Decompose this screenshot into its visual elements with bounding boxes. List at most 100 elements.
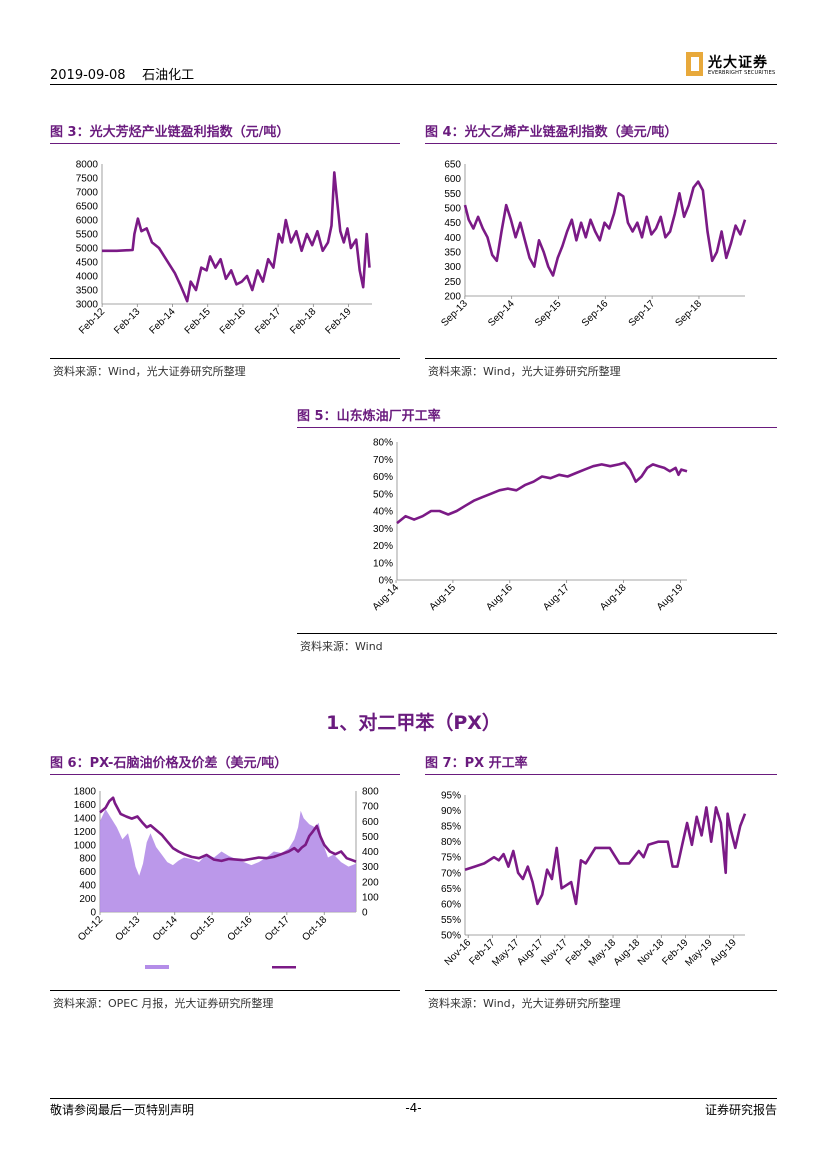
logo-en: EVERBRIGHT SECURITIES (708, 70, 776, 76)
x-tick-label: May-19 (683, 937, 715, 969)
y-tick-label: 800 (79, 854, 96, 865)
y-tick-label: 85% (441, 822, 461, 833)
y-tick-label: 7000 (76, 188, 99, 199)
y-tick-label: 8000 (76, 160, 99, 171)
y-tick-label: 600 (79, 867, 96, 878)
y-tick-label: 500 (444, 204, 461, 215)
x-tick-label: Aug-17 (541, 582, 572, 613)
y-tick-label: 60% (441, 899, 461, 910)
fig5-bottom-rule (297, 633, 777, 634)
x-tick-label: Sep-17 (627, 298, 658, 329)
fig3-chart: 8000 7500 7000 6500 6000 5500 5000 4500 4000 3500… (76, 160, 372, 337)
x-tick-label: Aug-14 (371, 582, 402, 613)
x-tick-label: May-18 (587, 937, 619, 969)
y-tick-label: 0% (379, 576, 394, 587)
y-tick-label: 50% (441, 931, 461, 942)
y-tick-label: 1600 (74, 800, 97, 811)
logo-cn: 光大证券 (708, 55, 768, 71)
y-tick-label: 5500 (76, 230, 99, 241)
y-tick-label: 250 (444, 277, 461, 288)
x-tick-label: Nov-18 (636, 937, 667, 968)
header-category: 石油化工 (142, 68, 195, 83)
x-tick-label: Sep-18 (673, 298, 704, 329)
y-tick-label: 350 (444, 248, 461, 259)
x-tick-label: May-17 (490, 937, 522, 969)
y2-tick-label: 300 (362, 862, 379, 873)
y-tick-label: 10% (373, 558, 393, 569)
fig5-title: 图 5：山东炼油厂开工率 (297, 409, 441, 424)
footer-report-type: 证券研究报告 (704, 1103, 777, 1117)
y2-tick-label: 800 (362, 787, 379, 798)
fig7-chart: 95%90%85%80%75%70%65%60%55%50%Nov-16Feb-… (441, 791, 747, 969)
fig5-source: 资料来源：Wind (300, 640, 383, 653)
x-tick-label: Feb-15 (183, 306, 213, 336)
y-tick-label: 55% (441, 915, 461, 926)
y2-tick-label: 400 (362, 847, 379, 858)
header-rule (50, 84, 777, 85)
y-tick-label: 40% (373, 507, 393, 518)
fig4-title: 图 4：光大乙烯产业链盈利指数（美元/吨） (425, 125, 678, 140)
y-tick-label: 70% (441, 868, 461, 879)
x-tick-label: Aug-18 (598, 582, 629, 613)
fig3-bottom-rule (50, 358, 400, 359)
x-tick-label: Feb-14 (147, 306, 177, 336)
y-tick-label: 95% (441, 791, 461, 802)
series-line-0 (463, 180, 747, 277)
y2-tick-label: 600 (362, 817, 379, 828)
y-tick-label: 6500 (76, 202, 99, 213)
y-tick-label: 80% (441, 837, 461, 848)
x-tick-label: Sep-15 (533, 298, 564, 329)
x-tick-label: Oct-13 (113, 914, 142, 943)
y-tick-label: 600 (444, 174, 461, 185)
y-tick-label: 650 (444, 160, 461, 171)
fig3-source: 资料来源：Wind，光大证券研究所整理 (53, 365, 246, 378)
y-tick-label: 20% (373, 541, 393, 552)
y-tick-label: 3500 (76, 286, 99, 297)
x-tick-label: Oct-15 (188, 914, 217, 943)
fig6-source: 资料来源：OPEC 月报，光大证券研究所整理 (53, 997, 274, 1010)
x-tick-label: Aug-16 (484, 582, 515, 613)
fig3-title: 图 3：光大芳烃产业链盈利指数（元/吨） (50, 125, 290, 140)
fig7-source: 资料来源：Wind，光大证券研究所整理 (428, 997, 621, 1010)
footer-rule (50, 1098, 777, 1099)
y-tick-label: 400 (444, 233, 461, 244)
x-tick-label: Feb-13 (112, 306, 142, 336)
x-tick-label: Aug-15 (427, 582, 458, 613)
y-tick-label: 450 (444, 218, 461, 229)
fig4-top-rule (425, 143, 777, 144)
y-tick-label: 75% (441, 853, 461, 864)
fig6-chart: 1800160014001200100080060040020008007006… (74, 787, 379, 969)
legend-swatch-line (272, 966, 296, 969)
series-area (100, 809, 356, 912)
footer-disclaimer: 敬请参阅最后一页特别声明 (50, 1103, 195, 1117)
y-tick-label: 70% (373, 455, 393, 466)
y-tick-label: 300 (444, 262, 461, 273)
x-tick-label: Oct-17 (263, 914, 292, 943)
y-tick-label: 60% (373, 472, 393, 483)
y-tick-label: 50% (373, 489, 393, 500)
series-line-0 (396, 461, 688, 525)
x-tick-label: Oct-18 (300, 914, 329, 943)
fig5-chart: 80% 70% 60% 50% 40% 30% 20% 10% 0%Aug-14 Aug-15 Au… (371, 438, 688, 613)
fig3-top-rule (50, 143, 400, 144)
y-tick-label: 30% (373, 524, 393, 535)
x-tick-label: Feb-19 (323, 306, 353, 336)
y2-tick-label: 500 (362, 832, 379, 843)
fig6-bottom-rule (50, 990, 400, 991)
fig7-top-rule (425, 774, 777, 775)
series-line-0 (102, 171, 371, 303)
y-tick-label: 4500 (76, 258, 99, 269)
y-tick-label: 550 (444, 189, 461, 200)
fig4-bottom-rule (425, 358, 777, 359)
y-tick-label: 7500 (76, 174, 99, 185)
y2-tick-label: 100 (362, 892, 379, 903)
series-line-1 (99, 796, 357, 863)
y-tick-label: 400 (79, 881, 96, 892)
x-tick-label: Aug-19 (708, 937, 739, 968)
x-tick-label: Sep-16 (580, 298, 611, 329)
y-tick-label: 0 (90, 908, 96, 919)
fig6-title: 图 6：PX-石脑油价格及价差（美元/吨） (50, 756, 288, 771)
x-tick-label: Nov-16 (443, 937, 474, 968)
footer-page-number: -4- (405, 1101, 422, 1115)
